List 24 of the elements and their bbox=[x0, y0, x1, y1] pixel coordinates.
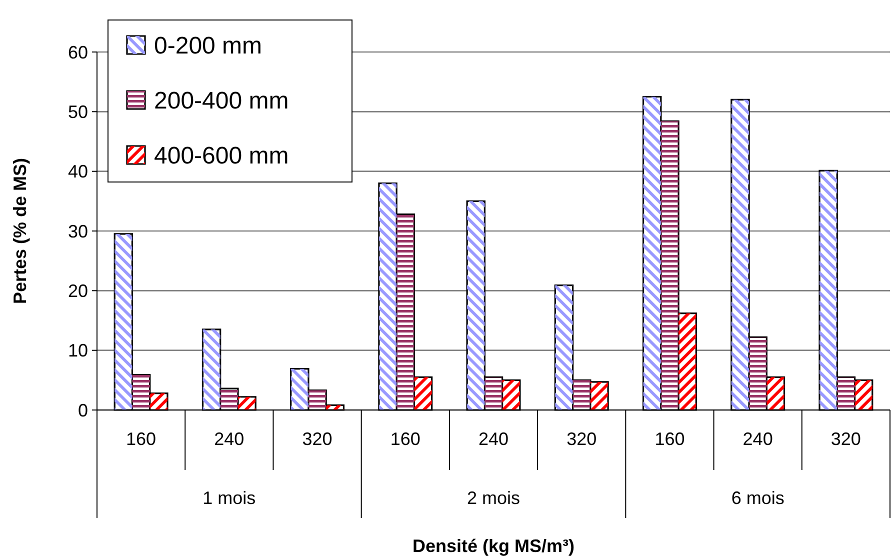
legend-label: 400-600 mm bbox=[154, 142, 289, 170]
text: 6 mois bbox=[731, 488, 784, 508]
y-tick-label: 60 bbox=[68, 42, 88, 62]
y-tick-label: 0 bbox=[78, 400, 88, 420]
x-axis-title: Densité (kg MS/m³) bbox=[412, 536, 575, 556]
x-tick-label: 160 bbox=[126, 429, 156, 449]
legend-label: 200-400 mm bbox=[154, 87, 289, 114]
x-tick-label: 320 bbox=[830, 429, 861, 449]
x-tick-label: 240 bbox=[478, 429, 509, 449]
x-tick-label: 320 bbox=[566, 429, 597, 449]
legend-label: 0-200 mm bbox=[154, 32, 262, 60]
y-tick-label: 40 bbox=[68, 162, 88, 182]
x-tick-label: 240 bbox=[742, 429, 773, 449]
y-tick-label: 30 bbox=[68, 221, 88, 242]
y-axis-title: Pertes (% de MS) bbox=[10, 158, 30, 304]
text: 1 mois bbox=[202, 488, 256, 508]
y-tick-label: 20 bbox=[68, 280, 88, 301]
text: 2 mois bbox=[466, 488, 520, 508]
y-tick-label: 10 bbox=[68, 340, 88, 361]
x-tick-label: 160 bbox=[654, 429, 685, 449]
x-tick-label: 160 bbox=[390, 429, 420, 449]
y-tick-label: 50 bbox=[68, 102, 88, 122]
x-tick-label: 320 bbox=[302, 429, 332, 449]
x-tick-label: 240 bbox=[214, 429, 244, 449]
